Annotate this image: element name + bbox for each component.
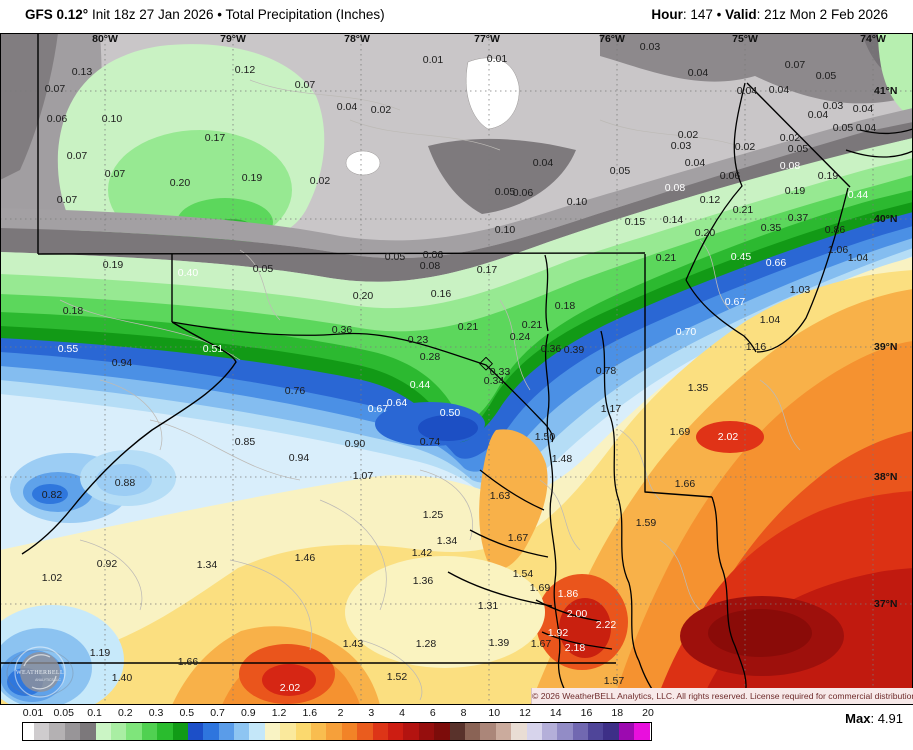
color-scale-cell [434, 723, 450, 740]
color-scale-cell [387, 723, 404, 740]
color-scale-cell [295, 723, 312, 740]
color-scale-cell [172, 723, 188, 740]
color-scale-cell [326, 723, 342, 740]
title-bar: GFS 0.12° Init 18z 27 Jan 2026 • Total P… [0, 0, 913, 30]
color-scale-tick-label: 0.9 [240, 707, 256, 719]
model-title: GFS 0.12° Init 18z 27 Jan 2026 • Total P… [25, 7, 385, 22]
color-scale-cell [264, 723, 281, 740]
color-scale-cell [588, 723, 604, 740]
graticule [0, 34, 912, 704]
color-scale-cell [341, 723, 358, 740]
color-scale-tick-label: 1.2 [271, 707, 287, 719]
color-scale-cell [357, 723, 373, 740]
color-scale-tick-label: 14 [549, 707, 562, 719]
color-scale-tick-label: 0.2 [117, 707, 133, 719]
color-scale-cell [541, 723, 558, 740]
color-scale-legend: 0.01 0.05 0.1 0.2 0.3 0.5 0.7 0.9 1.2 1.6 2 3 4 6 8 10 1… [0, 705, 913, 750]
state-borders [0, 33, 851, 664]
color-scale-cell [495, 723, 512, 740]
color-scale-tick-label: 3 [368, 707, 375, 719]
color-scale-tick-label: 12 [519, 707, 531, 719]
color-scale-cell [311, 723, 327, 740]
color-scale-cell [480, 723, 496, 740]
color-scale-cell [449, 723, 465, 740]
color-scale-tick-label: 1.6 [302, 707, 318, 719]
color-scale-tick-label: 0.05 [53, 707, 74, 719]
color-scale-cell [110, 723, 127, 740]
color-scale-cell [249, 723, 265, 740]
color-scale-cell [618, 723, 635, 740]
color-scale-cell [23, 723, 34, 740]
color-scale-cell [126, 723, 142, 740]
color-scale-cell [64, 723, 81, 740]
color-scale-ticks: 0.01 0.05 0.1 0.2 0.3 0.5 0.7 0.9 1.2 1.6 2 3 4 6 8 10 1… [0, 707, 913, 721]
color-scale-tick-label: 2 [337, 707, 344, 719]
coastlines [171, 82, 913, 700]
county-lines [59, 79, 801, 701]
color-scale-cell [572, 723, 589, 740]
color-scale-cell [464, 723, 481, 740]
color-scale-cell [372, 723, 388, 740]
color-scale-cell [557, 723, 573, 740]
color-scale-cell [34, 723, 50, 740]
color-scale-cell [526, 723, 542, 740]
max-value: Max: 4.91 [845, 711, 903, 726]
color-scale-tick-label: 0.1 [87, 707, 102, 719]
logo-subtext: ANALYTICS LLC [35, 678, 61, 682]
color-scale-cell [218, 723, 235, 740]
color-scale-tick-label: 4 [399, 707, 405, 719]
color-scale-cell [403, 723, 419, 740]
valid-time: Hour: 147 • Valid: 21z Mon 2 Feb 2026 [651, 7, 888, 22]
color-scale-cell [418, 723, 435, 740]
color-scale-cell [80, 723, 96, 740]
color-scale-tick-label: 0.3 [148, 707, 164, 719]
color-scale-cell [203, 723, 219, 740]
color-scale-tick-label: 16 [580, 707, 593, 719]
color-scale-cell [634, 723, 650, 740]
color-scale-tick-label: 18 [611, 707, 624, 719]
weatherbell-logo: WEATHERBELL ANALYTICS LLC [6, 646, 74, 698]
color-scale-cell [157, 723, 173, 740]
color-scale-cell [95, 723, 111, 740]
color-scale-cell [234, 723, 250, 740]
color-scale-tick-label: 20 [642, 707, 654, 719]
copyright-notice: © 2026 WeatherBELL Analytics, LLC. All r… [531, 688, 913, 704]
color-scale-cell [603, 723, 619, 740]
color-scale-cell [511, 723, 527, 740]
color-scale-tick-label: 8 [460, 707, 467, 719]
color-scale-bar [22, 722, 652, 741]
color-scale-cell [280, 723, 296, 740]
color-scale-cell [187, 723, 204, 740]
color-scale-tick-label: 6 [429, 707, 436, 719]
logo-text: WEATHERBELL [16, 670, 64, 676]
color-scale-tick-label: 0.7 [210, 707, 225, 719]
color-scale-tick-label: 0.5 [179, 707, 195, 719]
color-scale-cell [141, 723, 158, 740]
color-scale-tick-label: 0.01 [22, 707, 44, 719]
color-scale-cell [49, 723, 65, 740]
color-scale-tick-label: 10 [488, 707, 501, 719]
